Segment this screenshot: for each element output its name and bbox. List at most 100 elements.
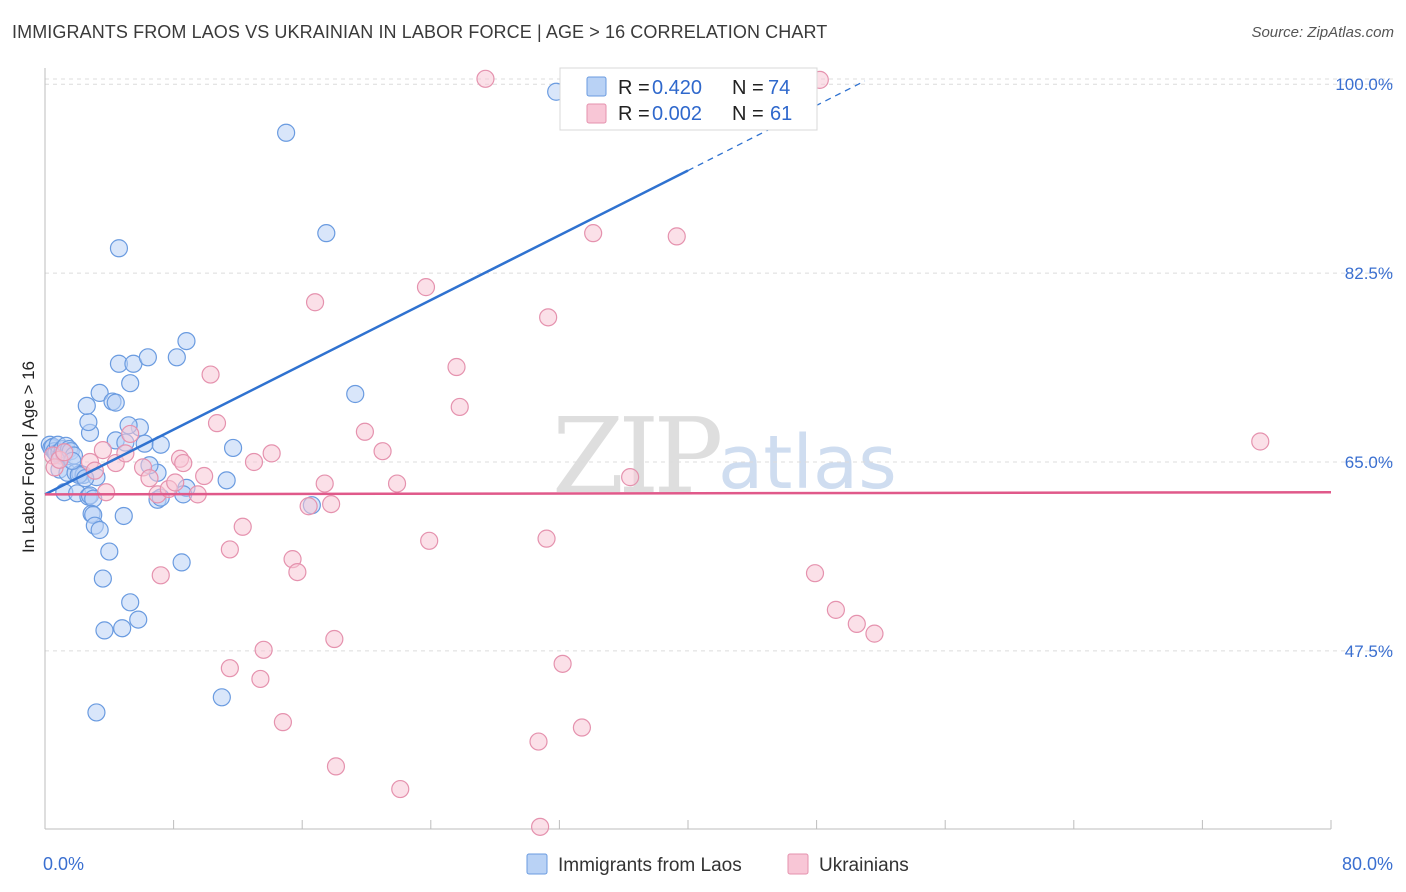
laos-point-57: [223, 438, 243, 458]
watermark-atlas: atlas: [718, 420, 897, 506]
ukrainians-point-51: [539, 308, 558, 327]
ukrainians-point-30: [273, 713, 293, 732]
ukrainians-point-10: [121, 424, 140, 444]
ukrainians-point-49: [531, 817, 550, 836]
laos-point-31: [93, 569, 112, 588]
ukrainians-point-27: [251, 669, 270, 689]
legend-n-label-ukrainians: N =: [732, 103, 764, 125]
ukrainians-point-42: [391, 779, 410, 799]
ukrainians-point-28: [254, 640, 273, 659]
laos-point-50: [106, 393, 125, 412]
legend-n-value-ukrainians: 61: [770, 103, 792, 125]
ukrainians-point-46: [450, 397, 469, 417]
series-legend: Immigrants from Laos Ukrainians: [526, 853, 909, 876]
ukrainians-point-7: [96, 483, 116, 502]
bottom-legend-swatch-laos: [526, 853, 548, 875]
laos-point-51: [121, 374, 140, 393]
ukrainians-point-52: [553, 654, 572, 673]
ukrainians-point-41: [387, 474, 407, 493]
ukrainians-point-34: [305, 293, 325, 312]
y-tick-label-65: 65.0%: [1345, 453, 1393, 472]
ukrainians-point-25: [233, 517, 252, 536]
ukrainians-point-44: [420, 531, 439, 550]
laos-point-56: [177, 331, 196, 351]
laos-point-47: [77, 396, 96, 415]
laos-point-65: [317, 224, 336, 243]
watermark-zip: ZIP: [552, 395, 720, 517]
ukrainians-point-29: [262, 444, 281, 463]
ukrainians-point-22: [207, 414, 227, 433]
ukrainians-point-38: [326, 757, 346, 776]
ukrainians-point-26: [244, 452, 264, 472]
x-tick-label-min: 0.0%: [43, 854, 84, 874]
ukrainians-point-62: [1251, 432, 1270, 451]
source-credit: Source: ZipAtlas.com: [1251, 24, 1394, 41]
laos-point-30: [100, 542, 119, 561]
laos-point-54: [138, 348, 157, 367]
laos-point-38: [172, 553, 191, 572]
ukrainians-point-56: [667, 227, 686, 246]
legend-r-value-ukrainians: 0.002: [652, 103, 702, 125]
laos-point-29: [114, 506, 133, 526]
ukrainians-point-24: [220, 659, 239, 678]
ukrainians-point-3: [55, 443, 74, 462]
ukrainians-point-32: [288, 562, 307, 582]
ukrainians-point-20: [195, 466, 214, 486]
ukrainians-point-48: [529, 732, 548, 751]
bottom-legend-label-ukrainians: Ukrainians: [819, 855, 909, 876]
legend-n-value-laos: 74: [768, 77, 790, 99]
ukrainians-point-55: [621, 468, 640, 487]
ukrainians-point-35: [315, 474, 334, 493]
bottom-legend-label-laos: Immigrants from Laos: [558, 855, 742, 876]
legend-r-label-ukrainians: R =: [618, 103, 650, 125]
ukrainians-point-16: [166, 473, 185, 492]
x-axis-ticks: [44, 820, 1332, 829]
ukrainians-point-36: [322, 494, 341, 514]
ukrainians-point-40: [373, 442, 392, 461]
laos-point-37: [212, 688, 231, 707]
trend-line-ukrainians: [44, 490, 1332, 496]
y-tick-label-82-5: 82.5%: [1345, 264, 1393, 283]
y-axis-label: In Labor Force | Age > 16: [19, 361, 38, 553]
bottom-legend-swatch-ukrainians: [787, 853, 809, 875]
trend-line-laos: [44, 169, 689, 496]
legend-n-label-laos: N =: [732, 77, 764, 99]
ukrainians-point-6: [93, 441, 112, 460]
laos-point-34: [95, 621, 114, 640]
laos-point-46: [79, 412, 98, 432]
legend-r-value-laos: 0.420: [652, 77, 702, 99]
ukrainians-point-59: [847, 614, 866, 634]
laos-point-67: [277, 123, 296, 142]
ukrainians-point-43: [416, 278, 436, 297]
ukrainians-point-12: [140, 469, 159, 488]
ukrainians-point-14: [151, 566, 170, 585]
ukrainians-point-39: [355, 422, 374, 441]
laos-point-35: [113, 619, 132, 638]
y-tick-label-47-5: 47.5%: [1345, 642, 1393, 661]
x-tick-label-max: 80.0%: [1342, 854, 1393, 874]
ukrainians-point-47: [476, 69, 495, 88]
laos-point-68: [346, 384, 365, 404]
gridlines: [45, 78, 1393, 652]
ukrainians-point-54: [584, 224, 603, 243]
ukrainians-point-23: [220, 540, 239, 559]
series-laos-points: [40, 82, 566, 722]
watermark: ZIP atlas: [552, 395, 897, 517]
ukrainians-point-18: [174, 453, 193, 473]
legend-r-label-laos: R =: [618, 77, 650, 99]
y-tick-label-100: 100.0%: [1335, 75, 1393, 94]
ukrainians-point-58: [826, 600, 845, 619]
ukrainians-point-37: [325, 629, 344, 649]
ukrainians-point-50: [537, 529, 556, 548]
ukrainians-point-53: [572, 718, 592, 737]
y-axis-tick-labels: 47.5% 65.0% 82.5% 100.0%: [1335, 75, 1393, 661]
laos-point-32: [121, 593, 140, 612]
legend-swatch-ukrainians: [586, 103, 607, 124]
correlation-legend: R = 0.420 N = 74 R = 0.002 N = 61: [559, 67, 818, 131]
ukrainians-point-60: [865, 624, 884, 643]
laos-point-36: [87, 703, 106, 722]
laos-point-66: [109, 239, 129, 258]
chart-title: IMMIGRANTS FROM LAOS VS UKRAINIAN IN LAB…: [12, 22, 828, 42]
laos-point-61: [217, 471, 236, 490]
